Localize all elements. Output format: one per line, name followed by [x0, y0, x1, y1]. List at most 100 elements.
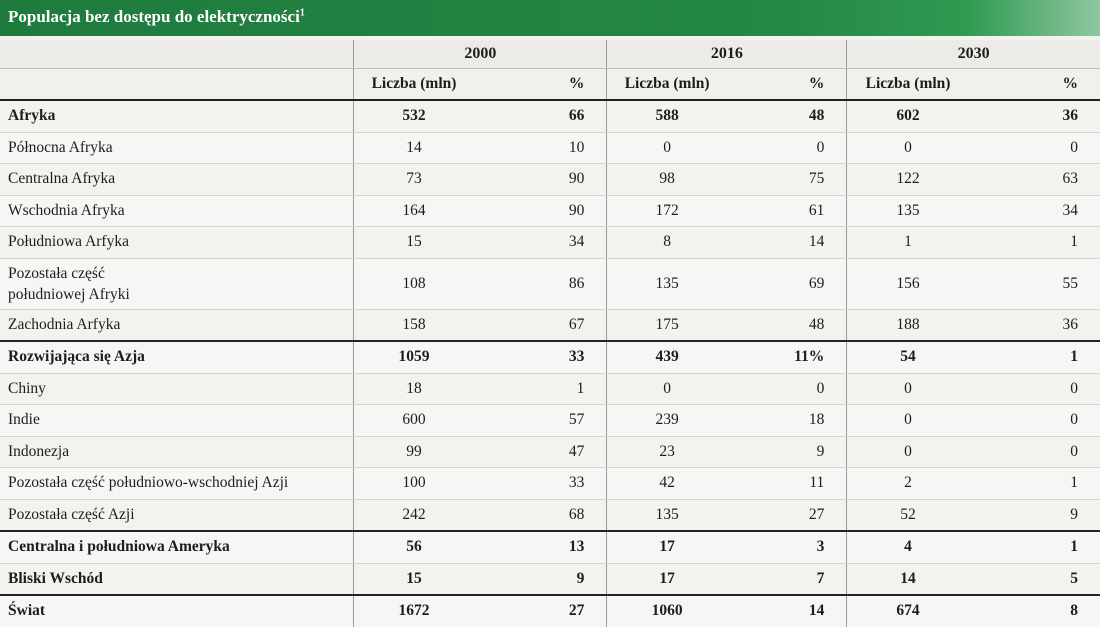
pct-value-cell: 11%: [726, 340, 847, 374]
row-label: Pozostała część południowej Afryki: [0, 258, 354, 310]
count-value-cell: 0: [606, 373, 727, 405]
header-empty-cell: [0, 40, 354, 69]
pct-value-cell: 34: [473, 226, 607, 259]
pct-value-cell: 75: [726, 163, 847, 196]
count-value-cell: 99: [353, 436, 474, 468]
pct-value-cell: 9: [473, 563, 607, 596]
pct-value-cell: 1: [968, 467, 1100, 500]
table-row: Centralna i południowa Ameryka 56 13 17 3 4 1: [0, 530, 1100, 564]
count-value-cell: 108: [353, 258, 474, 310]
count-value-cell: 0: [606, 132, 727, 164]
pct-value-cell: 0: [968, 404, 1100, 437]
table-row: Pozostała część Azji 242 68 135 27 52 9: [0, 499, 1100, 532]
year-header-row: 2000 2016 2030: [0, 40, 1100, 69]
pct-value-cell: 90: [473, 163, 607, 196]
pct-value-cell: 9: [726, 436, 847, 468]
pct-value-cell: 90: [473, 195, 607, 227]
count-value-cell: 188: [846, 309, 969, 342]
table-row: Indonezja 99 47 23 9 0 0: [0, 436, 1100, 468]
count-value-cell: 100: [353, 467, 474, 500]
pct-value-cell: 11: [726, 467, 847, 500]
header-empty-cell: [0, 68, 354, 101]
pct-value-cell: 1: [473, 373, 607, 405]
pct-value-cell: 1: [968, 530, 1100, 564]
count-value-cell: 18: [353, 373, 474, 405]
count-value-cell: 98: [606, 163, 727, 196]
pct-header: %: [968, 68, 1100, 101]
count-value-cell: 602: [846, 99, 969, 133]
count-value-cell: 15: [353, 563, 474, 596]
pct-value-cell: 36: [968, 309, 1100, 342]
count-value-cell: 135: [846, 195, 969, 227]
table-title-bar: Populacja bez dostępu do elektryczności1: [0, 0, 1100, 36]
pct-value-cell: 48: [726, 99, 847, 133]
row-label: Wschodnia Afryka: [0, 195, 354, 227]
count-value-cell: 135: [606, 258, 727, 310]
count-value-cell: 54: [846, 340, 969, 374]
row-label: Zachodnia Arfyka: [0, 309, 354, 342]
count-value-cell: 0: [846, 404, 969, 437]
count-value-cell: 42: [606, 467, 727, 500]
table-row: Południowa Arfyka 15 34 8 14 1 1: [0, 226, 1100, 259]
count-value-cell: 23: [606, 436, 727, 468]
count-value-cell: 1059: [353, 340, 474, 374]
count-value-cell: 52: [846, 499, 969, 532]
count-value-cell: 164: [353, 195, 474, 227]
table-row: Północna Afryka 14 10 0 0 0 0: [0, 132, 1100, 164]
table-title: Populacja bez dostępu do elektryczności1: [8, 7, 305, 27]
pct-value-cell: 9: [968, 499, 1100, 532]
row-label: Indie: [0, 404, 354, 437]
pct-value-cell: 48: [726, 309, 847, 342]
table-row: Pozostała część południowej Afryki 108 86 1…: [0, 258, 1100, 310]
table-row: Świat 1672 27 1060 14 674 8: [0, 594, 1100, 627]
pct-value-cell: 0: [726, 132, 847, 164]
title-footnote-marker: 1: [299, 7, 305, 19]
count-value-cell: 0: [846, 373, 969, 405]
pct-value-cell: 55: [968, 258, 1100, 310]
count-value-cell: 674: [846, 594, 969, 627]
pct-value-cell: 61: [726, 195, 847, 227]
count-value-cell: 172: [606, 195, 727, 227]
count-value-cell: 17: [606, 563, 727, 596]
pct-value-cell: 69: [726, 258, 847, 310]
count-value-cell: 0: [846, 132, 969, 164]
table-row: Wschodnia Afryka 164 90 172 61 135 34: [0, 195, 1100, 227]
row-label: Pozostała część południowo-wschodniej Az…: [0, 467, 354, 500]
count-value-cell: 239: [606, 404, 727, 437]
pct-value-cell: 33: [473, 340, 607, 374]
row-label: Centralna i południowa Ameryka: [0, 530, 354, 564]
table-row: Rozwijająca się Azja 1059 33 439 11% 54 1: [0, 340, 1100, 374]
pct-value-cell: 5: [968, 563, 1100, 596]
table-body: Afryka 532 66 588 48 602 36 Północna Afryka 14 10…: [0, 99, 1100, 627]
unit-header-row: Liczba (mln) % Liczba (mln) % Liczba (ml…: [0, 68, 1100, 101]
pct-value-cell: 36: [968, 99, 1100, 133]
count-value-cell: 175: [606, 309, 727, 342]
pct-value-cell: 47: [473, 436, 607, 468]
pct-value-cell: 63: [968, 163, 1100, 196]
count-value-cell: 14: [353, 132, 474, 164]
pct-value-cell: 67: [473, 309, 607, 342]
count-value-cell: 0: [846, 436, 969, 468]
row-label: Południowa Arfyka: [0, 226, 354, 259]
count-value-cell: 588: [606, 99, 727, 133]
row-label: Rozwijająca się Azja: [0, 340, 354, 374]
count-header: Liczba (mln): [606, 68, 727, 101]
pct-value-cell: 27: [726, 499, 847, 532]
count-value-cell: 1: [846, 226, 969, 259]
pct-value-cell: 0: [968, 436, 1100, 468]
pct-value-cell: 57: [473, 404, 607, 437]
table-row: Chiny 18 1 0 0 0 0: [0, 373, 1100, 405]
pct-value-cell: 13: [473, 530, 607, 564]
pct-value-cell: 1: [968, 340, 1100, 374]
count-value-cell: 1060: [606, 594, 727, 627]
pct-value-cell: 7: [726, 563, 847, 596]
pct-value-cell: 18: [726, 404, 847, 437]
row-label: Chiny: [0, 373, 354, 405]
count-value-cell: 135: [606, 499, 727, 532]
row-label: Północna Afryka: [0, 132, 354, 164]
count-value-cell: 1672: [353, 594, 474, 627]
pct-value-cell: 0: [968, 373, 1100, 405]
count-value-cell: 600: [353, 404, 474, 437]
row-label: Pozostała część Azji: [0, 499, 354, 532]
electricity-access-table: 2000 2016 2030 Liczba (mln) % Liczba (ml…: [0, 40, 1100, 627]
